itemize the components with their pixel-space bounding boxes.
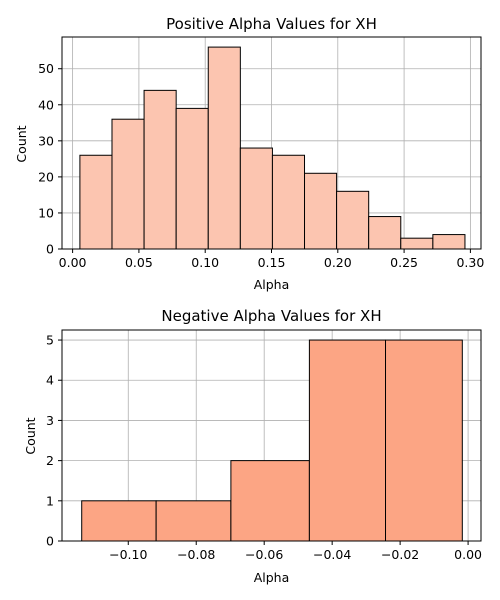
histogram-bar [400, 237, 434, 250]
bars [79, 46, 466, 250]
y-axis-label: Count [23, 417, 38, 454]
x-tick-label: −0.08 [177, 547, 215, 562]
histogram-bar [81, 500, 157, 542]
bars [81, 339, 463, 542]
histogram-bar [230, 460, 310, 542]
y-ticks: 0 10 20 30 40 50 [38, 61, 62, 257]
y-tick-label: 40 [38, 97, 54, 112]
chart-negative-alpha: Negative Alpha Values for XH Alpha Count… [23, 307, 482, 585]
histogram-bar [143, 89, 177, 250]
x-tick-label: −0.02 [381, 547, 419, 562]
x-tick-label: 0.00 [59, 255, 87, 270]
y-axis-label: Count [14, 125, 29, 162]
y-tick-label: 50 [38, 61, 54, 76]
chart-positive-alpha: Positive Alpha Values for XH Alpha Count… [14, 15, 484, 292]
x-ticks: 0.00 0.05 0.10 0.15 0.20 0.25 0.30 [59, 249, 484, 270]
y-tick-label: 30 [38, 133, 54, 148]
x-tick-label: 0.30 [456, 255, 484, 270]
y-ticks: 0 1 2 3 4 5 [46, 333, 62, 549]
histogram-bar [239, 147, 273, 250]
histogram-bar [175, 107, 209, 250]
y-tick-label: 4 [46, 373, 54, 388]
x-tick-label: −0.04 [313, 547, 351, 562]
histogram-bar [308, 339, 387, 542]
x-tick-label: −0.10 [109, 547, 147, 562]
histogram-bar [207, 46, 241, 250]
chart-title: Negative Alpha Values for XH [161, 307, 381, 325]
histogram-bar [271, 154, 306, 250]
histogram-bar [79, 154, 113, 250]
histogram-bar [336, 190, 370, 250]
x-axis-label: Alpha [254, 277, 290, 292]
x-tick-label: 0.10 [191, 255, 219, 270]
x-tick-label: 0.15 [258, 255, 286, 270]
y-tick-label: 5 [46, 333, 54, 348]
histogram-bar [368, 216, 402, 250]
y-tick-label: 0 [46, 534, 54, 549]
histogram-bar [385, 339, 463, 542]
histogram-bar [155, 500, 232, 542]
chart-title: Positive Alpha Values for XH [166, 15, 377, 33]
x-ticks: −0.10 −0.08 −0.06 −0.04 −0.02 0.00 [109, 541, 482, 562]
x-tick-label: 0.00 [454, 547, 482, 562]
x-tick-label: 0.20 [324, 255, 352, 270]
y-tick-label: 0 [46, 242, 54, 257]
axes-frame [61, 329, 482, 542]
x-tick-label: 0.05 [125, 255, 153, 270]
x-tick-label: 0.25 [390, 255, 418, 270]
y-tick-label: 20 [38, 169, 54, 184]
x-tick-label: −0.06 [245, 547, 283, 562]
histogram-bar [304, 172, 338, 250]
y-tick-label: 3 [46, 413, 54, 428]
histogram-bar [111, 118, 145, 250]
y-tick-label: 2 [46, 453, 54, 468]
histogram-bar [432, 234, 466, 250]
x-axis-label: Alpha [254, 570, 290, 585]
y-tick-label: 1 [46, 493, 54, 508]
y-tick-label: 10 [38, 205, 54, 220]
